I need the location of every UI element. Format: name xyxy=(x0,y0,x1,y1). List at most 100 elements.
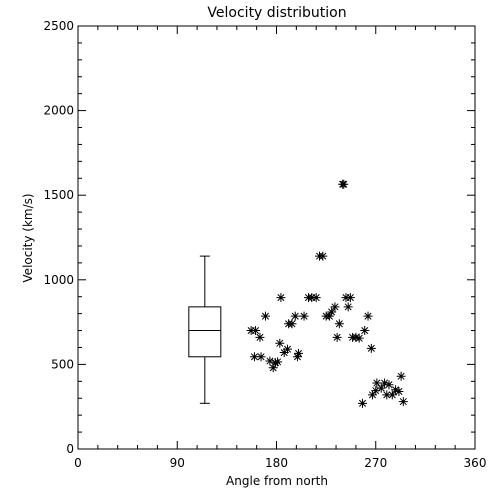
asterisk-marker xyxy=(324,311,334,321)
plot-frame xyxy=(77,25,476,450)
asterisk-marker xyxy=(292,352,302,362)
data-point xyxy=(299,311,309,321)
data-point xyxy=(396,371,406,381)
asterisk-marker xyxy=(318,251,328,261)
data-point xyxy=(372,378,382,388)
asterisk-marker xyxy=(255,332,265,342)
asterisk-marker xyxy=(339,179,349,189)
asterisk-marker xyxy=(376,383,386,393)
data-point xyxy=(311,293,321,303)
asterisk-marker xyxy=(391,385,401,395)
data-point xyxy=(294,348,304,358)
data-point xyxy=(345,293,355,303)
asterisk-marker xyxy=(332,332,342,342)
asterisk-marker xyxy=(276,293,286,303)
data-point xyxy=(339,179,349,189)
data-point xyxy=(332,332,342,342)
data-point xyxy=(276,293,286,303)
asterisk-marker xyxy=(270,358,280,368)
asterisk-marker xyxy=(371,386,381,396)
boxplot-box xyxy=(188,306,222,358)
data-point xyxy=(384,380,394,390)
asterisk-marker xyxy=(387,390,397,400)
data-point xyxy=(290,311,300,321)
asterisk-marker xyxy=(287,319,297,329)
asterisk-marker xyxy=(380,378,390,388)
x-axis: 0 90 180 270 360 xyxy=(74,26,486,470)
data-point xyxy=(371,386,381,396)
asterisk-marker xyxy=(396,371,406,381)
asterisk-marker xyxy=(327,307,337,317)
data-point xyxy=(354,333,364,343)
data-point xyxy=(279,348,289,358)
data-point xyxy=(292,352,302,362)
data-point xyxy=(249,352,259,362)
data-point xyxy=(366,343,376,353)
asterisk-marker xyxy=(311,293,321,303)
data-point xyxy=(334,319,344,329)
data-point xyxy=(255,332,265,342)
data-point xyxy=(256,352,266,362)
y-axis-label: Velocity (km/s) xyxy=(21,193,35,282)
asterisk-marker xyxy=(345,293,355,303)
x-axis-label: Angle from north xyxy=(226,474,328,488)
asterisk-marker xyxy=(330,302,340,312)
asterisk-marker xyxy=(249,352,259,362)
data-point xyxy=(398,397,408,407)
x-tick-label: 270 xyxy=(364,456,387,470)
asterisk-marker xyxy=(251,326,261,336)
asterisk-marker xyxy=(279,348,289,358)
asterisk-marker xyxy=(360,326,370,336)
asterisk-marker xyxy=(256,352,266,362)
data-point xyxy=(330,302,340,312)
asterisk-marker xyxy=(367,390,377,400)
asterisk-marker xyxy=(294,348,304,358)
asterisk-marker xyxy=(351,332,361,342)
data-point xyxy=(251,326,261,336)
data-point xyxy=(287,319,297,329)
data-point xyxy=(318,251,328,261)
data-point xyxy=(324,311,334,321)
asterisk-marker xyxy=(268,363,278,373)
data-point xyxy=(360,326,370,336)
asterisk-marker xyxy=(290,311,300,321)
y-tick-label: 1000 xyxy=(43,273,74,287)
data-point xyxy=(343,302,353,312)
asterisk-marker xyxy=(372,378,382,388)
asterisk-marker xyxy=(299,311,309,321)
asterisk-marker xyxy=(366,343,376,353)
x-tick-label: 360 xyxy=(464,456,487,470)
data-point xyxy=(394,386,404,396)
data-point xyxy=(382,390,392,400)
asterisk-marker xyxy=(260,311,270,321)
y-tick-label: 2500 xyxy=(43,19,74,33)
data-point xyxy=(283,344,293,354)
asterisk-marker xyxy=(354,333,364,343)
asterisk-marker xyxy=(275,338,285,348)
asterisk-marker xyxy=(398,397,408,407)
y-axis: 0 500 1000 1500 2000 2500 xyxy=(43,19,475,456)
asterisk-marker xyxy=(265,356,275,366)
chart-title: Velocity distribution xyxy=(207,5,346,21)
data-point xyxy=(268,363,278,373)
y-tick-label: 500 xyxy=(51,357,74,371)
x-tick-label: 0 xyxy=(74,456,82,470)
data-point xyxy=(376,383,386,393)
data-point xyxy=(273,357,283,367)
x-tick-label: 90 xyxy=(170,456,185,470)
asterisk-marker xyxy=(334,319,344,329)
data-point xyxy=(270,358,280,368)
data-point xyxy=(363,311,373,321)
data-points xyxy=(246,179,408,408)
asterisk-marker xyxy=(382,390,392,400)
asterisk-marker xyxy=(384,380,394,390)
data-point xyxy=(260,311,270,321)
y-tick-label: 2000 xyxy=(43,104,74,118)
data-point xyxy=(367,390,377,400)
y-tick-label: 0 xyxy=(66,442,74,456)
boxplot xyxy=(188,255,222,404)
data-point xyxy=(275,338,285,348)
asterisk-marker xyxy=(358,398,368,408)
data-point xyxy=(387,390,397,400)
